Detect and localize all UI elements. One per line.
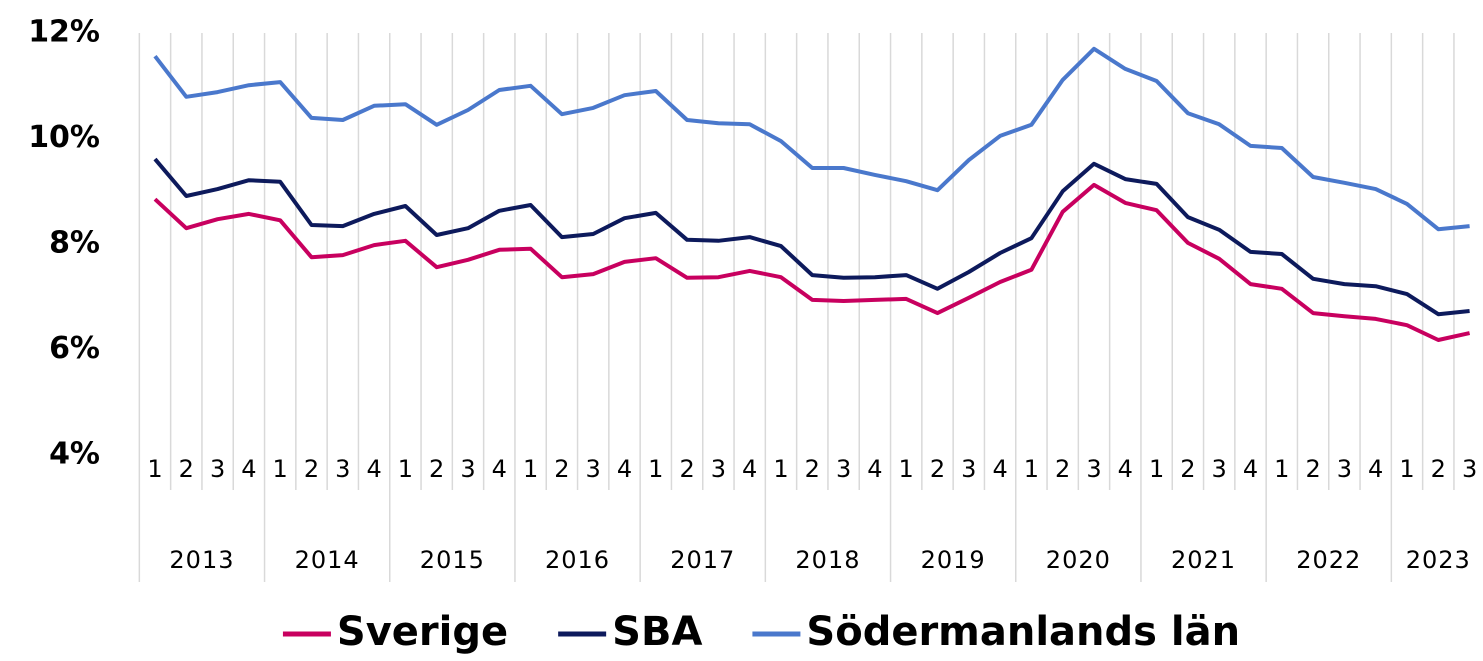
x-group-label: 2018: [795, 546, 860, 574]
x-tick-label: 2: [679, 455, 694, 483]
legend-label: Södermanlands län: [806, 609, 1240, 655]
x-tick-label: 1: [523, 455, 538, 483]
x-tick-label: 1: [398, 455, 413, 483]
y-tick-label: 12%: [28, 15, 100, 50]
x-tick-label: 2: [1055, 455, 1070, 483]
x-group-label: 2019: [921, 546, 986, 574]
x-tick-label: 3: [1337, 455, 1352, 483]
x-group-label: 2017: [670, 546, 735, 574]
series-line: [153, 46, 1470, 232]
x-tick-label: 3: [586, 455, 601, 483]
x-group-label: 2014: [295, 546, 360, 574]
x-tick-label: 1: [648, 455, 663, 483]
x-tick-label: 4: [1368, 455, 1383, 483]
x-tick-label: 2: [179, 455, 194, 483]
legend-label: Sverige: [337, 609, 508, 655]
x-tick-label: 4: [492, 455, 507, 483]
y-tick-label: 6%: [49, 331, 100, 366]
x-tick-label: 1: [273, 455, 288, 483]
x-tick-label: 3: [1212, 455, 1227, 483]
x-tick-label: 3: [961, 455, 976, 483]
x-tick-label: 1: [773, 455, 788, 483]
series-line: [153, 182, 1471, 342]
x-tick-label: 1: [899, 455, 914, 483]
y-tick-label: 10%: [28, 120, 100, 155]
x-tick-label: 3: [836, 455, 851, 483]
x-tick-label: 3: [460, 455, 475, 483]
x-group-label: 2022: [1296, 546, 1361, 574]
x-tick-label: 3: [711, 455, 726, 483]
series-line: [153, 157, 1470, 317]
x-tick-label: 4: [241, 455, 256, 483]
x-tick-label: 4: [1118, 455, 1133, 483]
x-tick-label: 1: [147, 455, 162, 483]
y-tick-label: 8%: [49, 226, 100, 261]
x-tick-label: 1: [1024, 455, 1039, 483]
x-tick-label: 3: [210, 455, 225, 483]
x-tick-label: 2: [930, 455, 945, 483]
x-tick-label: 1: [1399, 455, 1414, 483]
x-tick-label: 2: [304, 455, 319, 483]
x-tick-label: 3: [335, 455, 350, 483]
x-group-label: 2023: [1406, 546, 1471, 574]
x-tick-label: 2: [429, 455, 444, 483]
x-group-label: 2021: [1171, 546, 1236, 574]
x-tick-label: 3: [1462, 455, 1477, 483]
x-tick-label: 1: [1149, 455, 1164, 483]
x-tick-label: 2: [554, 455, 569, 483]
x-tick-label: 1: [1274, 455, 1289, 483]
x-tick-label: 2: [1431, 455, 1446, 483]
y-tick-label: 4%: [49, 437, 100, 472]
x-group-label: 2016: [545, 546, 610, 574]
x-tick-label: 3: [1086, 455, 1101, 483]
x-group-label: 2020: [1046, 546, 1111, 574]
legend-label: SBA: [612, 609, 702, 655]
x-tick-label: 4: [992, 455, 1007, 483]
x-tick-label: 2: [1305, 455, 1320, 483]
x-group-label: 2013: [169, 546, 234, 574]
x-tick-label: 4: [617, 455, 632, 483]
x-tick-label: 4: [1243, 455, 1258, 483]
x-tick-label: 4: [366, 455, 381, 483]
x-tick-label: 4: [742, 455, 757, 483]
x-tick-label: 4: [867, 455, 882, 483]
x-tick-label: 2: [1180, 455, 1195, 483]
x-tick-label: 2: [805, 455, 820, 483]
x-group-label: 2015: [420, 546, 485, 574]
